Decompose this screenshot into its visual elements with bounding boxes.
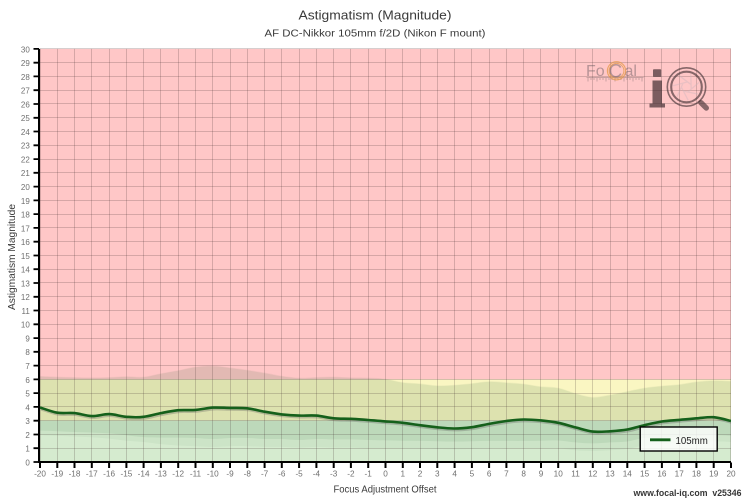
svg-text:-14: -14 (138, 470, 150, 479)
svg-text:1: 1 (25, 445, 30, 454)
svg-text:-7: -7 (261, 470, 269, 479)
svg-text:17: 17 (675, 470, 685, 479)
svg-text:-3: -3 (330, 470, 338, 479)
svg-text:10: 10 (21, 321, 30, 330)
svg-text:8: 8 (25, 348, 30, 357)
svg-text:Astigmatism Magnitude: Astigmatism Magnitude (7, 204, 18, 310)
svg-text:-9: -9 (226, 470, 234, 479)
svg-text:15: 15 (640, 470, 650, 479)
svg-text:105mm: 105mm (676, 436, 708, 447)
svg-text:1: 1 (401, 470, 406, 479)
svg-text:-17: -17 (86, 470, 98, 479)
svg-text:-4: -4 (313, 470, 321, 479)
svg-text:-12: -12 (172, 470, 184, 479)
svg-text:-19: -19 (51, 470, 63, 479)
svg-text:0: 0 (383, 470, 388, 479)
svg-text:19: 19 (21, 197, 30, 206)
svg-text:2: 2 (25, 431, 30, 440)
svg-text:13: 13 (606, 470, 616, 479)
svg-text:17: 17 (21, 224, 30, 233)
svg-text:18: 18 (692, 470, 702, 479)
svg-text:www.focal-iq.com v25346: www.focal-iq.com v25346 (633, 488, 742, 499)
svg-text:20: 20 (21, 183, 30, 192)
svg-text:-8: -8 (244, 470, 252, 479)
svg-text:2: 2 (418, 470, 423, 479)
svg-text:3: 3 (25, 417, 30, 426)
svg-text:19: 19 (709, 470, 719, 479)
svg-text:16: 16 (657, 470, 667, 479)
svg-text:AF DC-Nikkor 105mm f/2D (Nikon: AF DC-Nikkor 105mm f/2D (Nikon F mount) (265, 28, 486, 40)
svg-text:8: 8 (521, 470, 526, 479)
svg-text:24: 24 (21, 128, 30, 137)
svg-text:-1: -1 (365, 470, 373, 479)
svg-text:7: 7 (25, 362, 30, 371)
svg-text:11: 11 (571, 470, 580, 479)
svg-text:30: 30 (21, 45, 30, 54)
svg-text:21: 21 (21, 169, 30, 178)
svg-text:4: 4 (25, 403, 30, 412)
svg-text:-2: -2 (347, 470, 355, 479)
svg-text:-16: -16 (103, 470, 115, 479)
svg-text:14: 14 (21, 266, 30, 275)
svg-text:28: 28 (21, 73, 30, 82)
svg-text:12: 12 (21, 293, 30, 302)
svg-text:Fo: Fo (586, 63, 605, 80)
svg-text:Focus Adjustment Offset: Focus Adjustment Offset (334, 485, 437, 496)
svg-text:9: 9 (25, 335, 30, 344)
svg-text:-15: -15 (120, 470, 132, 479)
svg-text:11: 11 (21, 307, 30, 316)
svg-text:al: al (625, 63, 637, 80)
svg-text:6: 6 (487, 470, 492, 479)
svg-text:-18: -18 (69, 470, 81, 479)
svg-text:13: 13 (21, 279, 30, 288)
svg-text:3: 3 (435, 470, 440, 479)
svg-text:9: 9 (539, 470, 544, 479)
svg-text:26: 26 (21, 100, 30, 109)
svg-text:10: 10 (554, 470, 564, 479)
svg-text:25: 25 (21, 114, 30, 123)
svg-text:27: 27 (21, 87, 30, 96)
svg-text:14: 14 (623, 470, 633, 479)
svg-text:C: C (609, 62, 623, 83)
svg-text:-13: -13 (155, 470, 167, 479)
svg-text:12: 12 (588, 470, 598, 479)
svg-text:-10: -10 (207, 470, 219, 479)
svg-text:-5: -5 (295, 470, 303, 479)
svg-text:29: 29 (21, 59, 30, 68)
svg-text:16: 16 (21, 238, 30, 247)
svg-text:15: 15 (21, 252, 30, 261)
svg-text:6: 6 (25, 376, 30, 385)
svg-text:-20: -20 (34, 470, 46, 479)
svg-text:7: 7 (504, 470, 509, 479)
svg-text:5: 5 (470, 470, 475, 479)
svg-text:5: 5 (25, 390, 30, 399)
svg-text:18: 18 (21, 211, 30, 220)
svg-text:-6: -6 (278, 470, 286, 479)
svg-text:-11: -11 (190, 470, 202, 479)
svg-text:23: 23 (21, 142, 30, 151)
svg-text:0: 0 (25, 458, 30, 467)
svg-text:22: 22 (21, 156, 30, 165)
svg-text:20: 20 (726, 470, 736, 479)
svg-text:Astigmatism (Magnitude): Astigmatism (Magnitude) (299, 9, 452, 23)
svg-text:4: 4 (452, 470, 457, 479)
